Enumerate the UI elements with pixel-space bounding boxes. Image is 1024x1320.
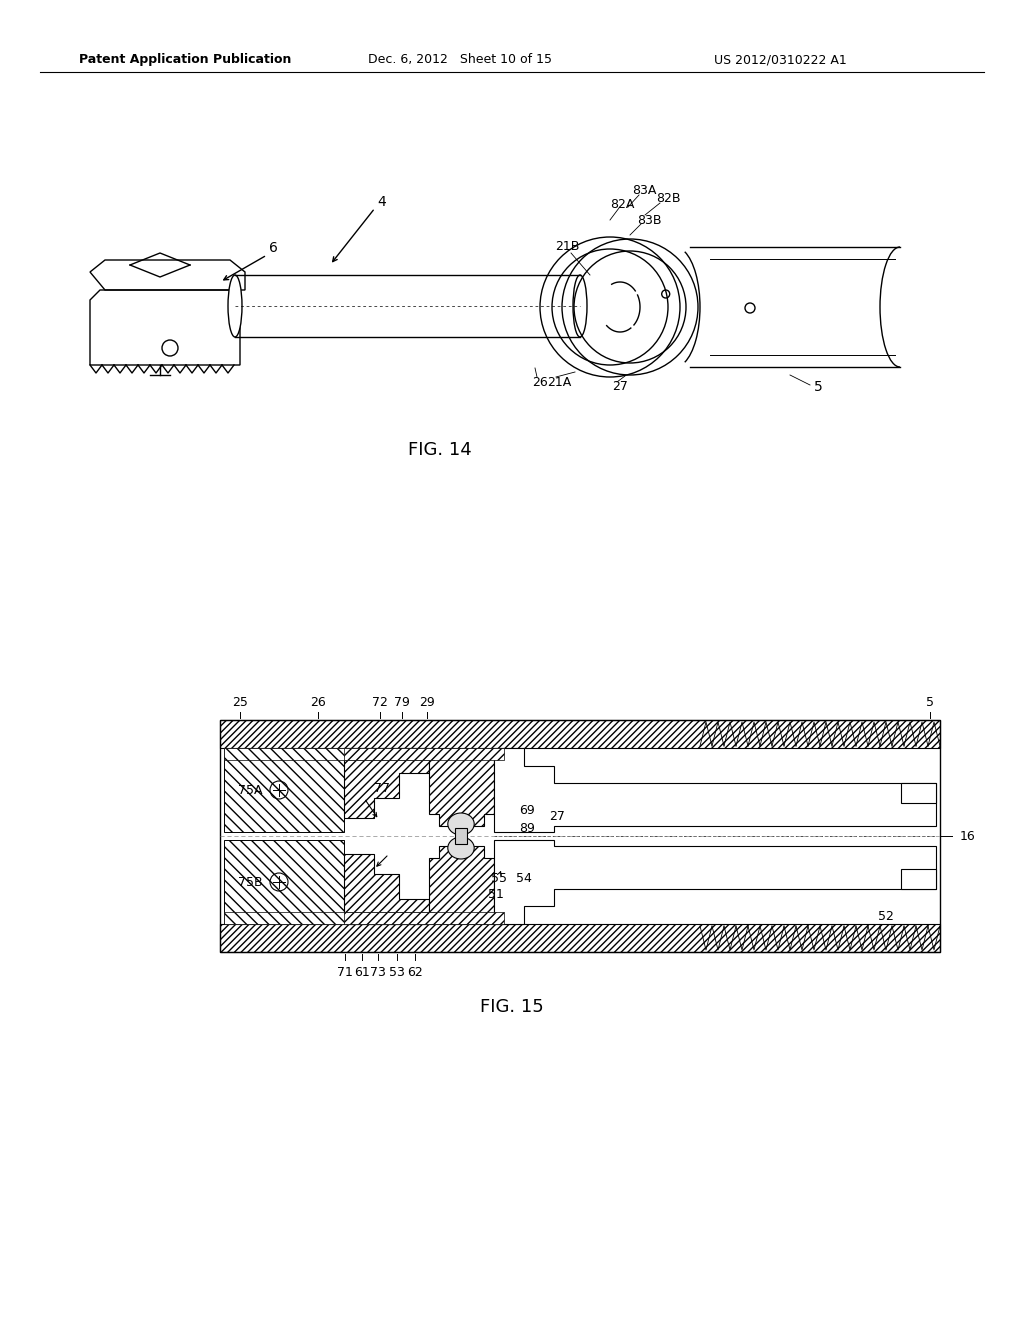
Text: 77: 77 xyxy=(374,781,390,795)
Bar xyxy=(224,840,344,924)
Text: 82A: 82A xyxy=(610,198,634,210)
Text: 75A: 75A xyxy=(238,784,262,796)
Polygon shape xyxy=(429,846,494,913)
Bar xyxy=(224,748,344,832)
Polygon shape xyxy=(494,840,936,924)
Ellipse shape xyxy=(447,837,474,859)
Ellipse shape xyxy=(447,813,474,836)
Polygon shape xyxy=(344,748,429,818)
Text: 5: 5 xyxy=(814,380,822,393)
Bar xyxy=(901,869,936,888)
Text: 75B: 75B xyxy=(238,875,262,888)
Text: 62: 62 xyxy=(408,965,423,978)
Text: 54: 54 xyxy=(516,871,531,884)
Polygon shape xyxy=(344,854,429,924)
Text: 72: 72 xyxy=(372,696,388,709)
Bar xyxy=(220,719,940,748)
Text: 27: 27 xyxy=(549,809,565,822)
Text: 5: 5 xyxy=(926,696,934,709)
Text: 29: 29 xyxy=(419,696,435,709)
Bar xyxy=(220,924,940,952)
Text: 83B: 83B xyxy=(637,214,662,227)
Bar xyxy=(901,783,936,803)
Text: US 2012/0310222 A1: US 2012/0310222 A1 xyxy=(714,54,847,66)
Bar xyxy=(220,719,940,952)
Bar xyxy=(455,828,467,843)
Ellipse shape xyxy=(228,275,242,337)
Bar xyxy=(224,748,434,760)
Text: 16: 16 xyxy=(961,829,976,842)
Text: 53: 53 xyxy=(389,965,404,978)
Text: 25: 25 xyxy=(232,696,248,709)
Text: 71: 71 xyxy=(337,965,353,978)
Text: 27: 27 xyxy=(612,380,628,393)
Polygon shape xyxy=(429,758,494,826)
Ellipse shape xyxy=(573,275,587,337)
Text: 79: 79 xyxy=(394,696,410,709)
Bar xyxy=(344,748,504,760)
Text: 69: 69 xyxy=(519,804,535,817)
Text: Dec. 6, 2012   Sheet 10 of 15: Dec. 6, 2012 Sheet 10 of 15 xyxy=(368,54,552,66)
Text: FIG. 14: FIG. 14 xyxy=(409,441,472,459)
Text: 21B: 21B xyxy=(555,240,580,253)
Text: 89: 89 xyxy=(519,821,535,834)
Text: 52: 52 xyxy=(878,909,894,923)
Text: 82B: 82B xyxy=(655,193,680,206)
Text: 83A: 83A xyxy=(632,185,656,198)
Text: Patent Application Publication: Patent Application Publication xyxy=(79,54,291,66)
Text: 61: 61 xyxy=(354,965,370,978)
Text: 51: 51 xyxy=(488,887,504,900)
Polygon shape xyxy=(494,748,936,832)
Text: FIG. 15: FIG. 15 xyxy=(480,998,544,1016)
Text: 6: 6 xyxy=(268,242,278,255)
Bar xyxy=(224,912,434,924)
Text: 73: 73 xyxy=(370,965,386,978)
Text: 4: 4 xyxy=(378,195,386,209)
Text: 26: 26 xyxy=(310,696,326,709)
Text: 21A: 21A xyxy=(547,375,571,388)
Bar xyxy=(344,912,504,924)
Text: 55: 55 xyxy=(490,871,507,884)
Text: 26: 26 xyxy=(532,375,548,388)
